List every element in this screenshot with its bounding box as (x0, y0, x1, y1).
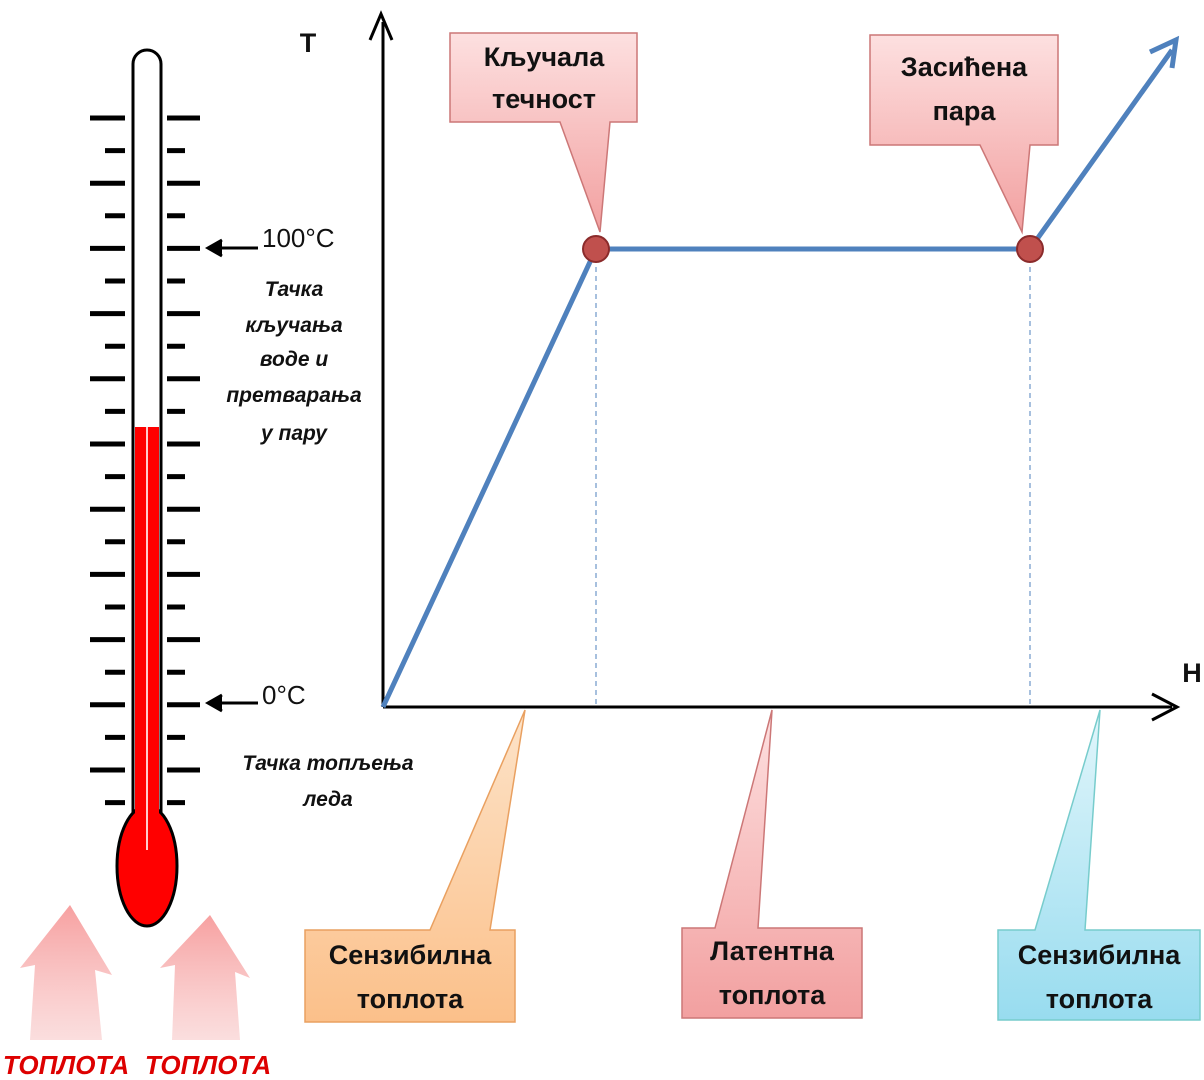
note: претварања (226, 384, 362, 407)
y-label: T (300, 28, 317, 58)
x-label: H (1182, 658, 1202, 688)
note: Тачка топљења (242, 752, 413, 775)
callout-text: течност (492, 84, 596, 114)
region-label: Латентна (710, 936, 835, 966)
callout-text: пара (933, 96, 997, 126)
note: леда (302, 788, 353, 811)
mark-label: 100°C (262, 223, 335, 253)
region-label: топлота (719, 980, 827, 1010)
diagram: T H Кључала течност Засићена пара 100°C … (0, 0, 1204, 1080)
callout-text: Засићена (901, 52, 1028, 82)
callouts (305, 33, 1200, 1022)
heat-label: ТОПЛОТА (3, 1050, 129, 1080)
region-label: топлота (1046, 984, 1154, 1014)
heat-label: ТОПЛОТА (145, 1050, 271, 1080)
callout-text: Кључала (484, 42, 605, 72)
note: Тачка (265, 278, 324, 301)
region-label: Сензибилна (329, 940, 493, 970)
note: у пару (260, 422, 328, 445)
region-label: топлота (357, 984, 465, 1014)
heat-arrows (20, 905, 250, 1040)
thermometer (90, 50, 200, 926)
mark-label: 0°C (262, 680, 306, 710)
note: воде и (260, 348, 328, 371)
region-label: Сензибилна (1018, 940, 1182, 970)
note: кључања (245, 314, 343, 337)
